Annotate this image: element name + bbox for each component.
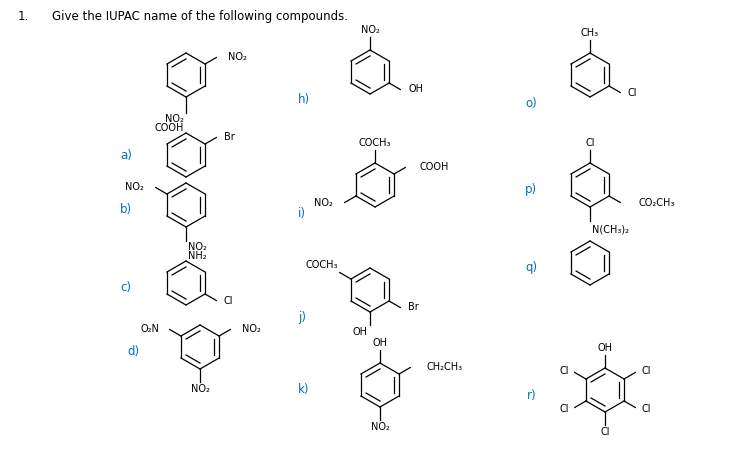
Text: j): j) (298, 312, 306, 324)
Text: COCH₃: COCH₃ (359, 138, 391, 148)
Text: Cl: Cl (642, 404, 650, 414)
Text: r): r) (527, 388, 537, 402)
Text: k): k) (298, 383, 309, 397)
Text: OH: OH (373, 338, 387, 348)
Text: NO₂: NO₂ (188, 242, 207, 252)
Text: CO₂CH₃: CO₂CH₃ (638, 198, 675, 208)
Text: Cl: Cl (642, 367, 650, 377)
Text: OH: OH (409, 85, 423, 95)
Text: NO₂: NO₂ (165, 114, 184, 124)
Text: NO₂: NO₂ (190, 384, 209, 394)
Text: O₂N: O₂N (141, 324, 159, 335)
Text: c): c) (120, 282, 131, 294)
Text: COOH: COOH (154, 123, 184, 133)
Text: COOH: COOH (419, 161, 448, 171)
Text: b): b) (120, 203, 132, 217)
Text: NO₂: NO₂ (361, 25, 379, 35)
Text: Cl: Cl (223, 297, 233, 307)
Text: NO₂: NO₂ (314, 197, 333, 207)
Text: Br: Br (224, 133, 235, 143)
Text: Cl: Cl (585, 138, 595, 148)
Text: NO₂: NO₂ (229, 53, 247, 63)
Text: Cl: Cl (559, 367, 569, 377)
Text: p): p) (525, 184, 537, 197)
Text: Give the IUPAC name of the following compounds.: Give the IUPAC name of the following com… (52, 10, 348, 23)
Text: OH: OH (353, 327, 368, 337)
Text: Cl: Cl (627, 89, 637, 99)
Text: NO₂: NO₂ (125, 182, 143, 192)
Text: NO₂: NO₂ (370, 422, 390, 432)
Text: q): q) (525, 261, 537, 275)
Text: i): i) (298, 207, 306, 219)
Text: N(CH₃)₂: N(CH₃)₂ (592, 224, 629, 234)
Text: o): o) (525, 96, 537, 110)
Text: 1.: 1. (18, 10, 29, 23)
Text: CH₂CH₃: CH₂CH₃ (426, 362, 462, 372)
Text: NH₂: NH₂ (188, 251, 207, 261)
Text: Cl: Cl (559, 404, 569, 414)
Text: Br: Br (409, 303, 419, 313)
Text: d): d) (127, 345, 139, 358)
Text: NO₂: NO₂ (243, 324, 261, 335)
Text: h): h) (298, 94, 310, 106)
Text: COCH₃: COCH₃ (305, 260, 337, 271)
Text: OH: OH (598, 343, 612, 353)
Text: Cl: Cl (600, 427, 610, 437)
Text: CH₃: CH₃ (581, 28, 599, 38)
Text: a): a) (120, 149, 132, 161)
